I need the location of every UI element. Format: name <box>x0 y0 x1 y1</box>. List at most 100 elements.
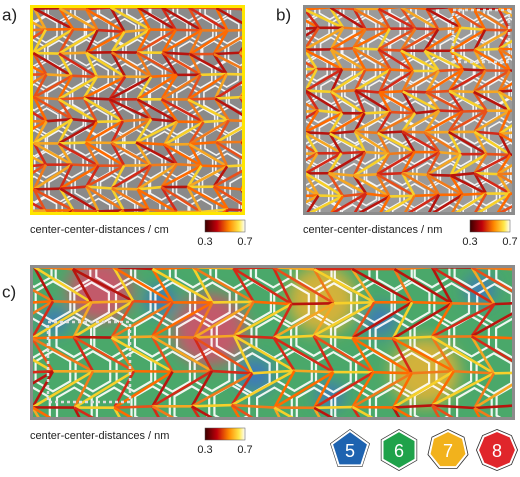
bond <box>161 51 202 76</box>
bond <box>473 153 488 174</box>
bond <box>451 193 464 212</box>
bond <box>214 73 228 100</box>
bond <box>306 131 343 155</box>
bond <box>108 75 127 101</box>
bond <box>136 141 165 146</box>
bond <box>377 48 392 71</box>
bond <box>160 8 177 31</box>
bond <box>34 95 59 101</box>
bond <box>253 209 279 211</box>
bond <box>393 404 433 409</box>
bond <box>470 312 512 338</box>
hexagon <box>0 213 31 253</box>
bond <box>393 268 397 270</box>
bond <box>272 337 296 372</box>
bond <box>33 406 52 417</box>
bond <box>455 192 487 212</box>
bond <box>200 72 227 77</box>
bond <box>402 130 425 134</box>
bond <box>390 110 416 115</box>
bond <box>447 131 462 155</box>
bond <box>447 90 464 113</box>
bond <box>432 193 464 212</box>
bond <box>390 68 414 73</box>
bond <box>431 268 496 306</box>
legend-label: 5 <box>345 441 355 461</box>
bond <box>312 335 335 373</box>
bond <box>152 268 194 271</box>
bond <box>498 47 512 59</box>
bond <box>454 232 495 233</box>
bond <box>331 89 356 94</box>
bond <box>110 165 126 190</box>
bond <box>110 28 151 54</box>
bond <box>111 187 150 211</box>
bond <box>72 336 95 372</box>
bond <box>476 192 511 212</box>
legend-polygon <box>428 429 468 469</box>
bond <box>401 172 416 197</box>
bond <box>313 268 375 304</box>
bond <box>111 141 152 167</box>
bond <box>84 141 100 167</box>
bond <box>423 50 440 72</box>
bond <box>110 300 135 339</box>
bond <box>473 49 487 72</box>
bond <box>439 109 463 113</box>
bond <box>312 302 335 337</box>
bond <box>186 74 202 101</box>
bond <box>91 299 134 304</box>
bond <box>473 29 487 51</box>
bond <box>266 187 279 209</box>
bond <box>33 28 47 40</box>
bond <box>353 8 391 30</box>
bond <box>215 126 242 144</box>
bond <box>110 120 125 144</box>
bond <box>306 68 318 92</box>
bond <box>86 8 111 11</box>
bond <box>447 109 488 134</box>
bond <box>281 154 294 174</box>
bond <box>266 52 281 76</box>
bond <box>110 51 127 78</box>
bond <box>137 188 178 212</box>
bond <box>426 89 450 94</box>
bond <box>312 407 321 417</box>
bond <box>233 268 274 270</box>
bond <box>191 372 253 408</box>
bond <box>392 370 455 409</box>
bond <box>46 73 72 78</box>
bond <box>401 130 440 154</box>
bond <box>510 192 512 195</box>
bond <box>57 52 73 77</box>
bond <box>57 142 73 166</box>
bond <box>160 74 178 100</box>
bond <box>199 211 202 212</box>
bond <box>58 51 87 55</box>
bond <box>354 130 390 155</box>
bond <box>423 49 464 71</box>
bond <box>193 336 254 375</box>
bond <box>189 140 217 146</box>
bond <box>0 233 52 268</box>
bond <box>329 130 356 135</box>
bond <box>473 406 493 417</box>
bond <box>453 369 494 375</box>
bond <box>281 132 293 154</box>
bond <box>174 233 213 234</box>
bond <box>471 268 512 293</box>
bond <box>83 96 124 123</box>
bond <box>82 76 99 99</box>
bond <box>365 27 390 31</box>
bond <box>160 163 178 188</box>
bond <box>83 96 110 101</box>
bond <box>97 28 125 34</box>
bond <box>496 192 512 212</box>
hexagon <box>318 8 342 21</box>
bond <box>327 172 367 195</box>
bond <box>124 28 151 34</box>
bond <box>364 110 391 115</box>
bond <box>378 8 401 11</box>
bond <box>330 68 366 93</box>
bond <box>186 186 203 212</box>
